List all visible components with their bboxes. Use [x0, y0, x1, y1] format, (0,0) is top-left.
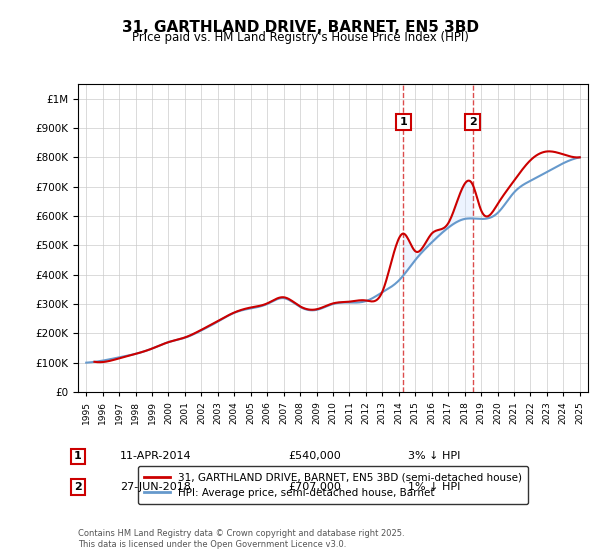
Text: £540,000: £540,000 — [288, 451, 341, 461]
Text: 2: 2 — [469, 117, 476, 127]
Legend: 31, GARTHLAND DRIVE, BARNET, EN5 3BD (semi-detached house), HPI: Average price, : 31, GARTHLAND DRIVE, BARNET, EN5 3BD (se… — [137, 466, 529, 504]
Text: £707,000: £707,000 — [288, 482, 341, 492]
Text: 11-APR-2014: 11-APR-2014 — [120, 451, 191, 461]
Text: 1% ↓ HPI: 1% ↓ HPI — [408, 482, 460, 492]
Text: 1: 1 — [400, 117, 407, 127]
Text: Price paid vs. HM Land Registry's House Price Index (HPI): Price paid vs. HM Land Registry's House … — [131, 31, 469, 44]
Text: 31, GARTHLAND DRIVE, BARNET, EN5 3BD: 31, GARTHLAND DRIVE, BARNET, EN5 3BD — [121, 20, 479, 35]
Text: 27-JUN-2018: 27-JUN-2018 — [120, 482, 191, 492]
Text: 2: 2 — [74, 482, 82, 492]
Text: Contains HM Land Registry data © Crown copyright and database right 2025.
This d: Contains HM Land Registry data © Crown c… — [78, 529, 404, 549]
Text: 3% ↓ HPI: 3% ↓ HPI — [408, 451, 460, 461]
Text: 1: 1 — [74, 451, 82, 461]
